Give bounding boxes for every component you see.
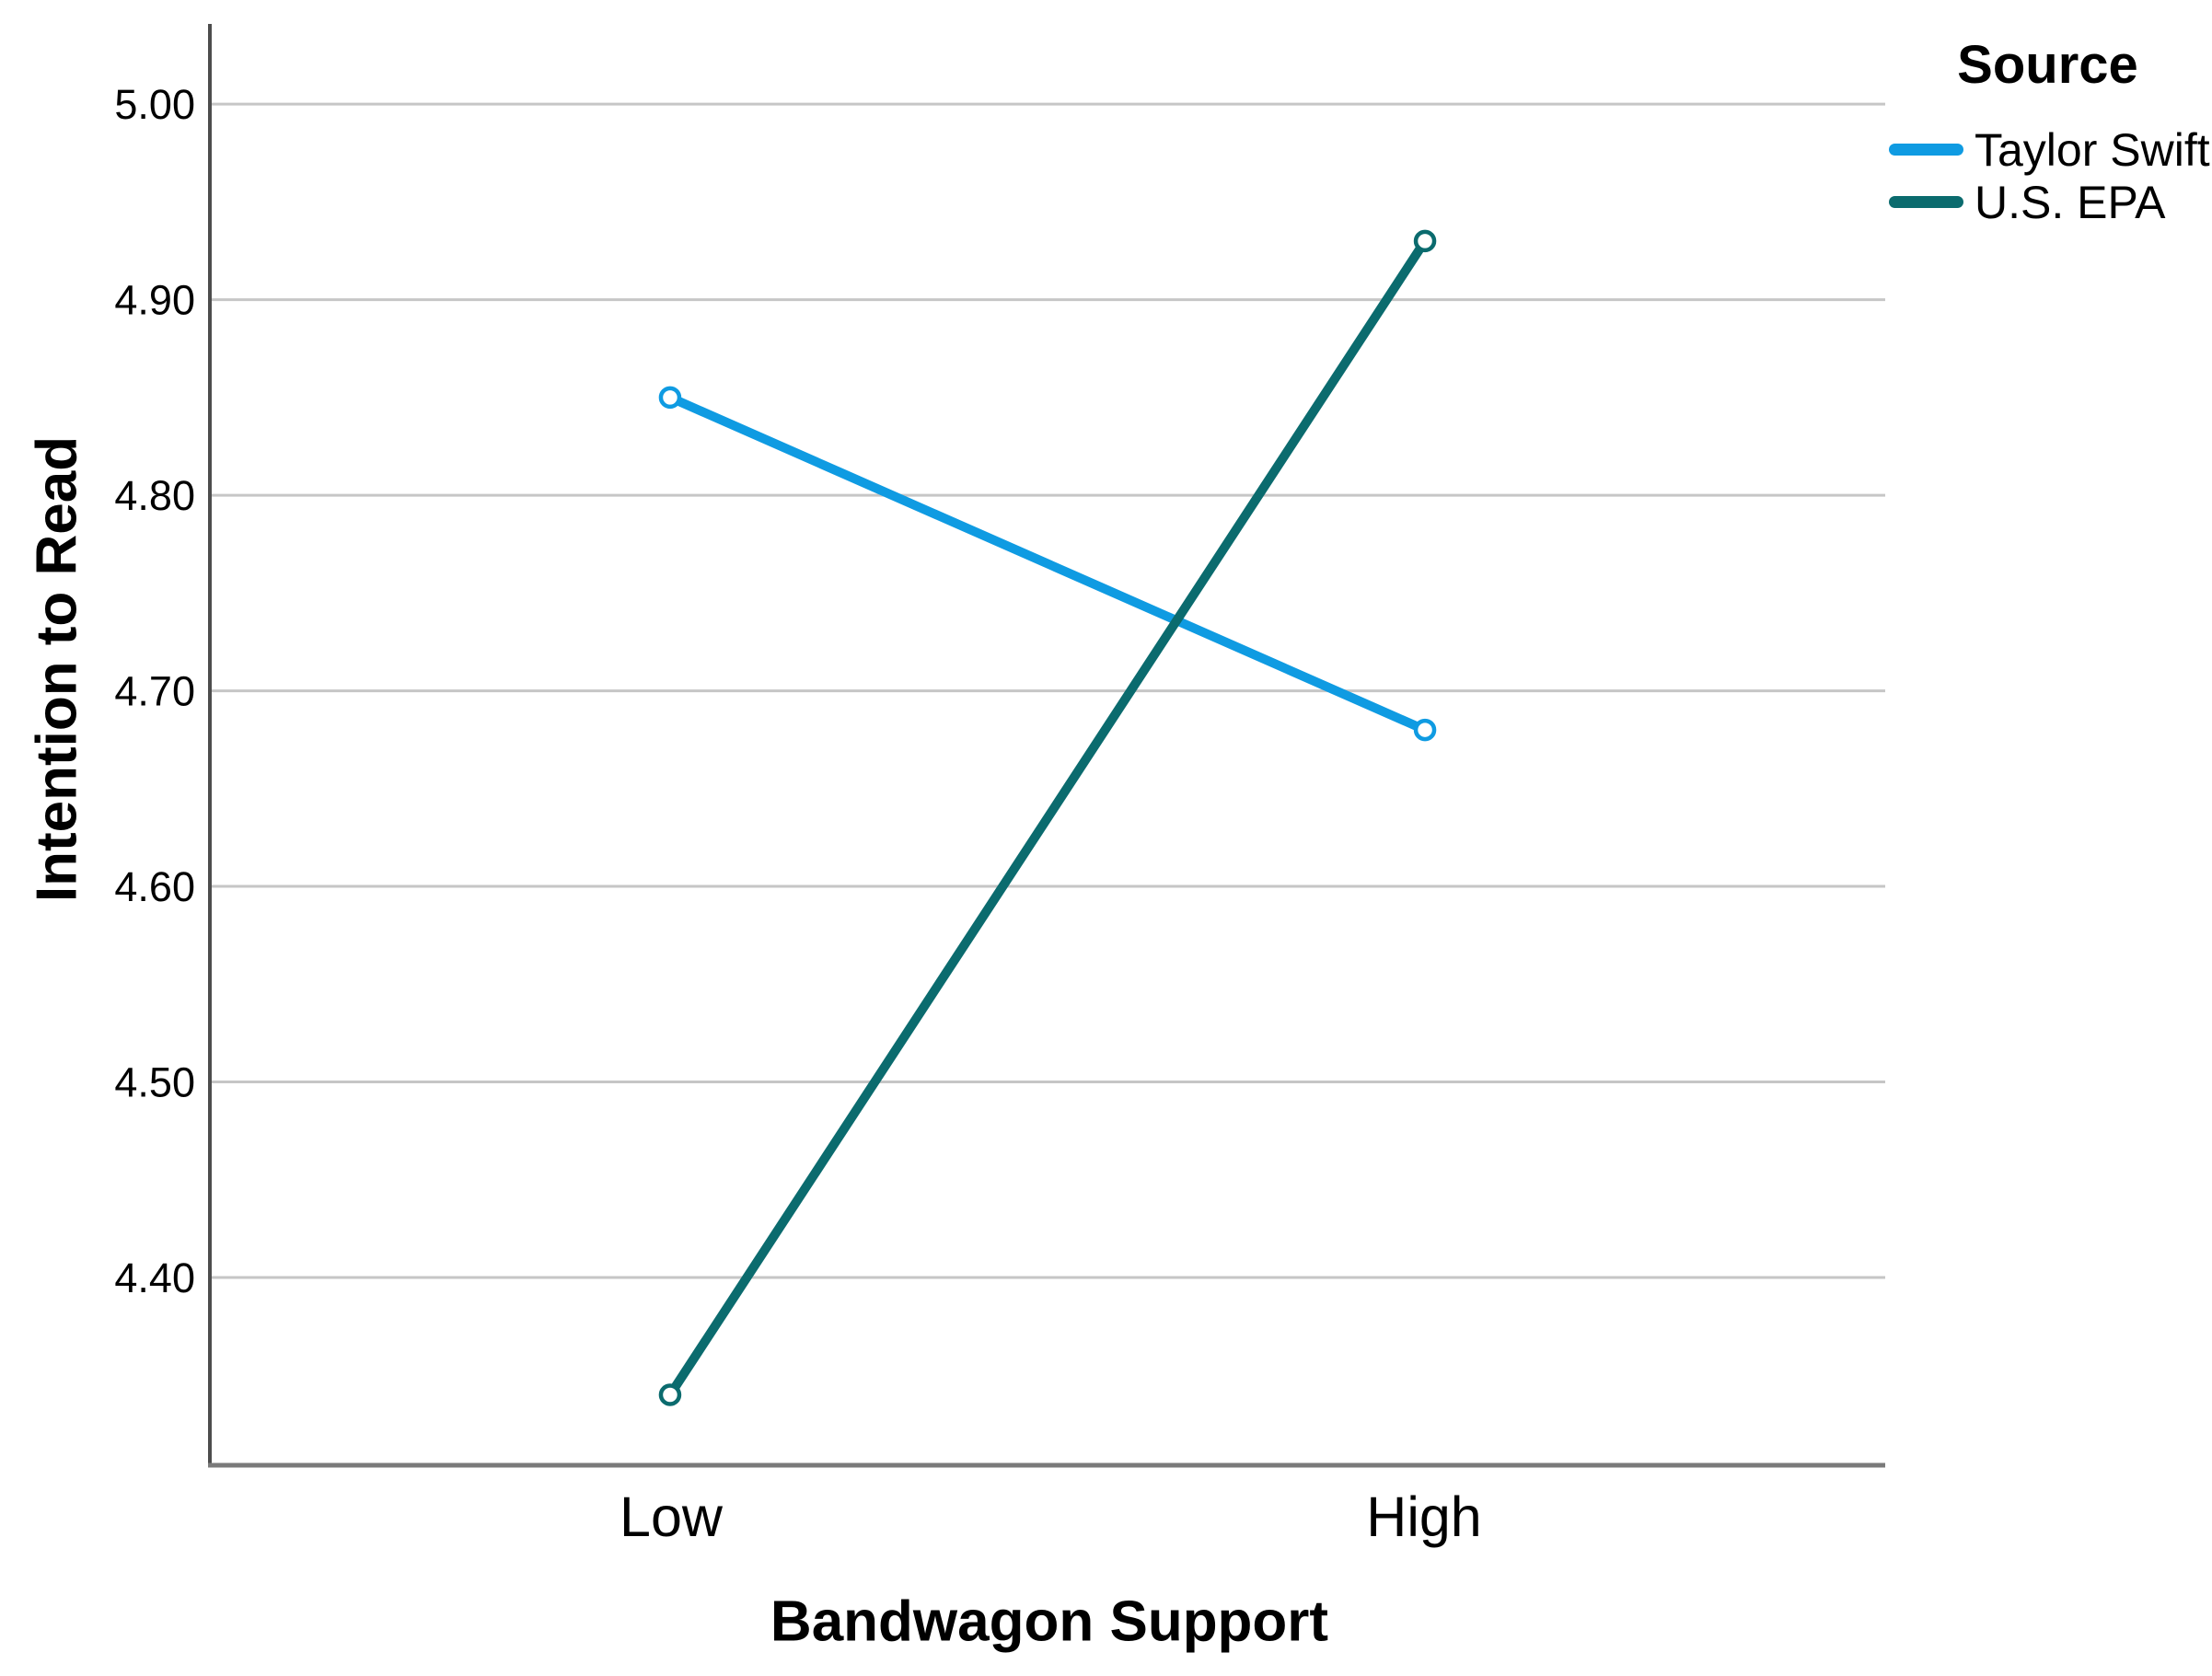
y-tick-label: 4.90 xyxy=(114,276,195,323)
y-tick-label: 5.00 xyxy=(114,81,195,128)
marker-u-s-epa xyxy=(658,1383,682,1406)
y-tick-label: 4.70 xyxy=(114,667,195,714)
x-tick-label-low: Low xyxy=(620,1485,723,1548)
legend-item-us-epa: U.S. EPA xyxy=(1889,176,2206,228)
series-line-u-s-epa xyxy=(665,236,1430,1400)
legend-item-taylor-swift: Taylor Swift xyxy=(1889,123,2210,176)
y-tick-label: 4.80 xyxy=(114,472,195,519)
legend-label-taylor-swift: Taylor Swift xyxy=(1975,123,2210,176)
series-line-taylor-swift xyxy=(665,392,1430,735)
marker-u-s-epa xyxy=(1413,229,1437,253)
y-tick-label: 4.50 xyxy=(114,1058,195,1105)
taylor-swift-line-swatch xyxy=(1889,144,1963,156)
legend-label-us-epa: U.S. EPA xyxy=(1975,176,2166,228)
y-tick-label: 4.60 xyxy=(114,863,195,910)
legend-title: Source xyxy=(1957,35,2138,95)
x-axis-title: Bandwagon Support xyxy=(770,1589,1329,1654)
x-tick-label-high: High xyxy=(1366,1485,1482,1548)
us-epa-line-swatch xyxy=(1889,196,1963,208)
marker-taylor-swift xyxy=(658,386,682,410)
legend: Source Taylor Swift U.S. EPA xyxy=(1889,35,2210,228)
y-tick-label: 4.40 xyxy=(114,1254,195,1301)
marker-taylor-swift xyxy=(1413,718,1437,742)
y-axis-title: Intention to Read xyxy=(25,435,89,903)
